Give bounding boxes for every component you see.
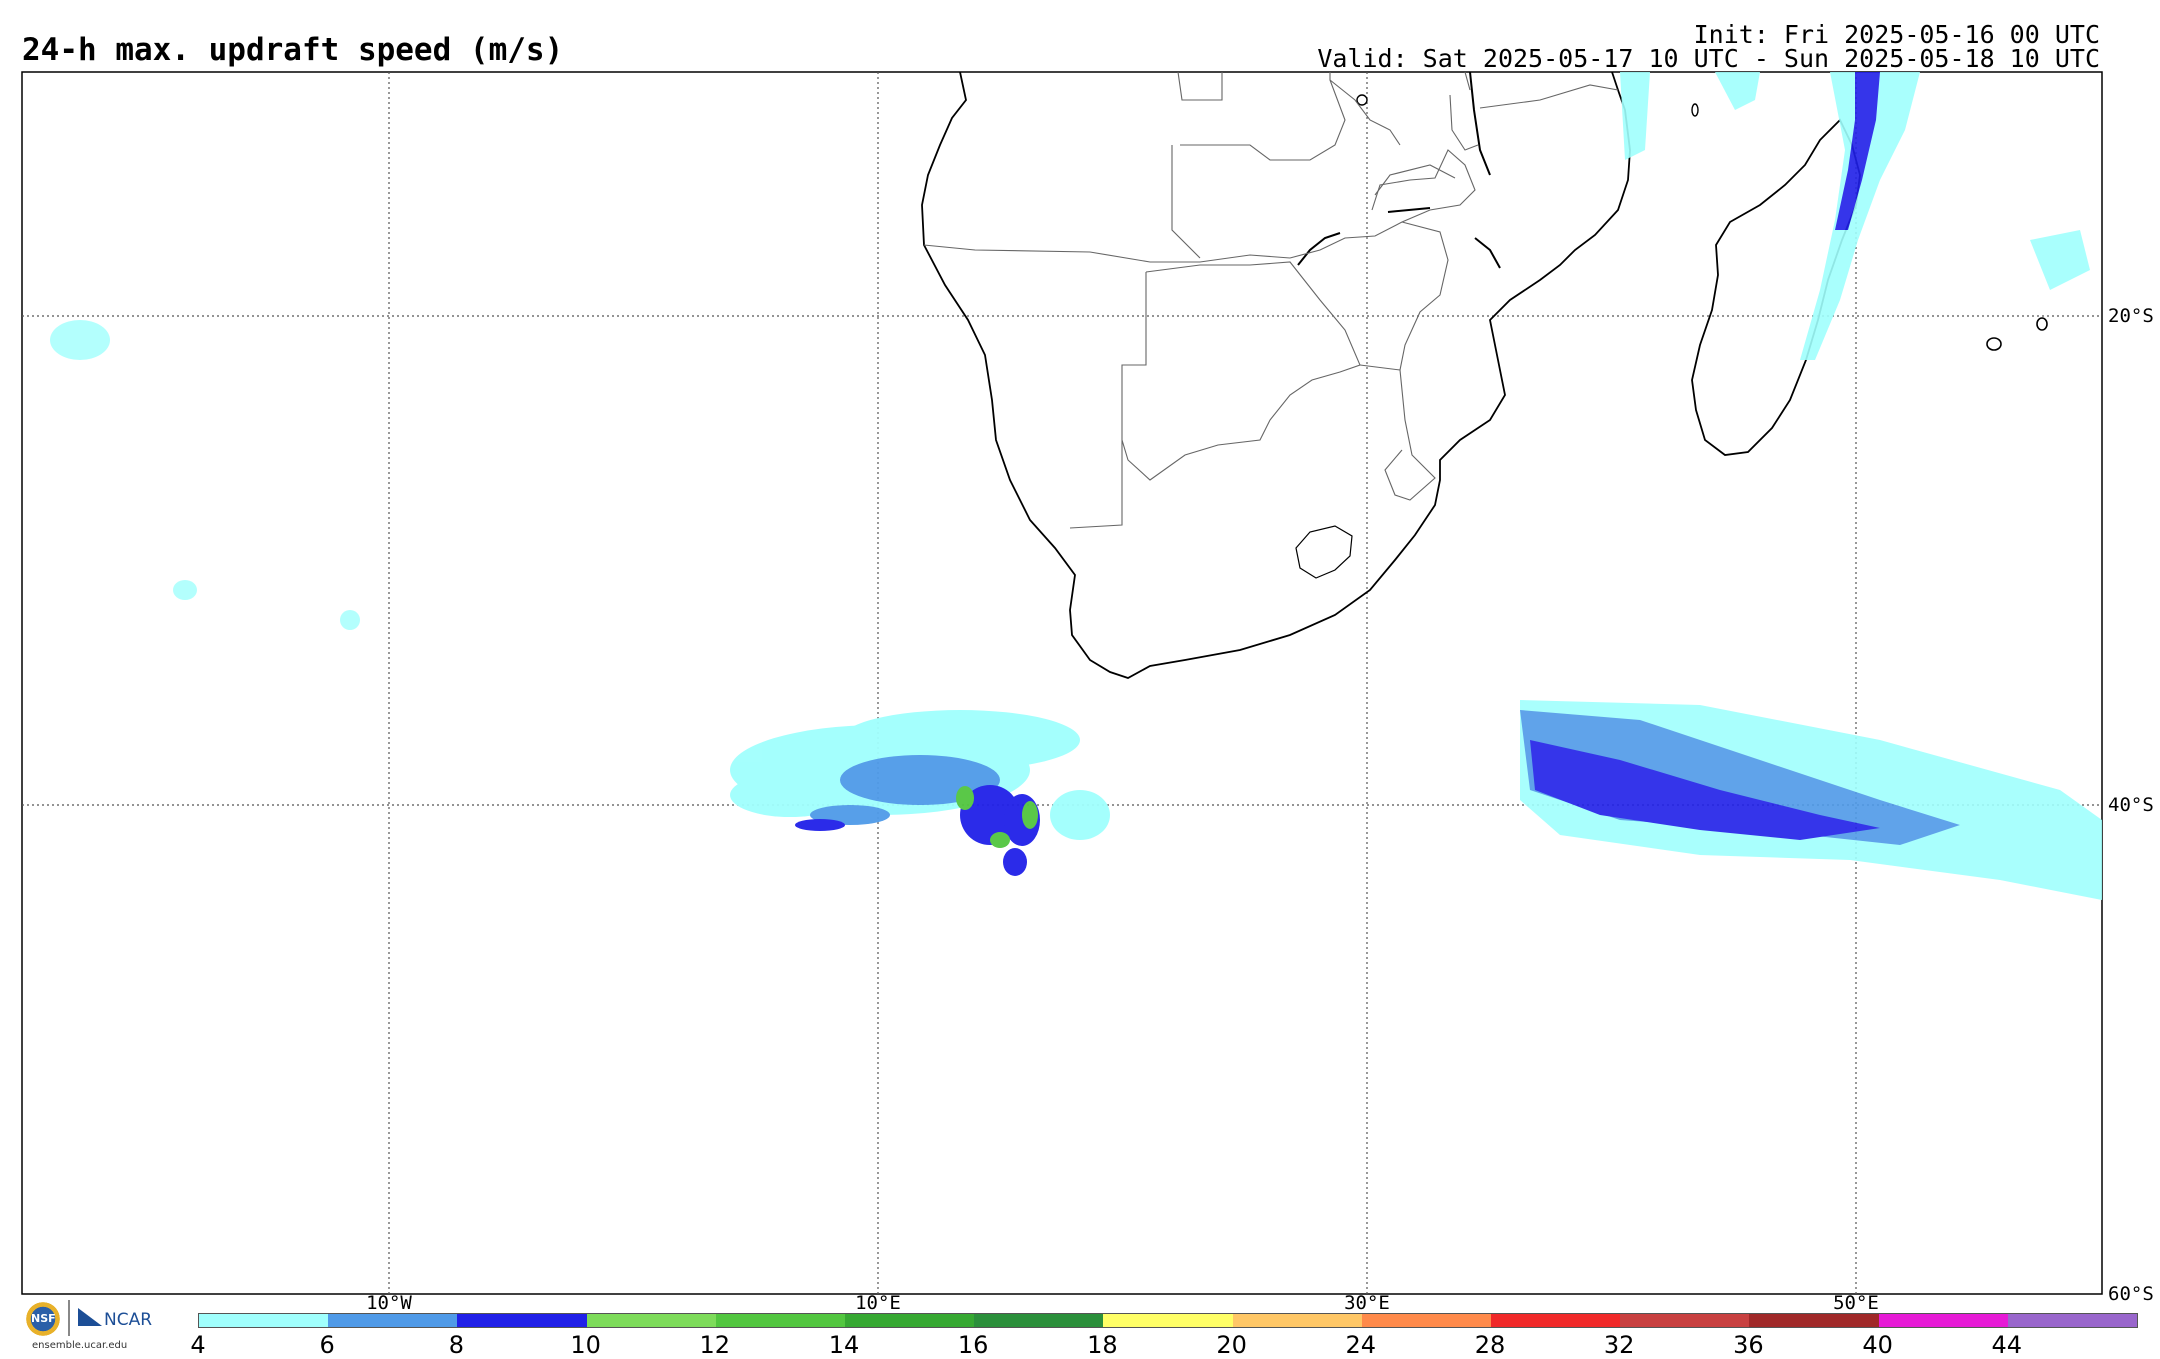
init-time: Init: Fri 2025-05-16 00 UTC [1693,20,2100,49]
colorbar-swatch [199,1314,329,1327]
colorbar-swatch [1103,1314,1233,1327]
island-comoros [1691,103,1699,117]
africa-coastline [921,71,1631,679]
lake-cahora [1387,207,1431,213]
map-frame [21,71,2103,1295]
colorbar-swatch [2007,1314,2138,1327]
colorbar-tick-label: 4 [190,1331,206,1359]
colorbar-tick-label: 44 [1991,1331,2023,1359]
island-reunion [1986,337,2002,351]
updraft-field-west [50,320,360,630]
mozambique-channel-coast [1474,237,1501,269]
lon-label-50e: 50°E [1833,1292,1879,1314]
updraft-field-central [730,710,1110,876]
lesotho-border [1295,525,1353,579]
lat-label-20s: 20°S [2108,305,2154,327]
colorbar-swatch [1878,1314,2008,1327]
colorbar-tick-label: 32 [1603,1331,1635,1359]
colorbar-tick-label: 18 [1087,1331,1118,1359]
colorbar-tick-label: 10 [570,1331,601,1359]
colorbar-swatch [845,1314,975,1327]
colorbar-swatch [974,1314,1104,1327]
colorbar-swatch [457,1314,587,1327]
colorbar-tick-label: 6 [319,1331,335,1359]
colorbar-swatch [1620,1314,1750,1327]
colorbar [198,1313,2138,1328]
colorbar-swatch [715,1314,846,1327]
colorbar-swatch [1361,1314,1492,1327]
colorbar-tick-label: 8 [448,1331,465,1359]
colorbar-tick-label: 28 [1474,1331,1506,1359]
ncar-logo-mark [78,1308,102,1326]
colorbar-tick-label: 40 [1862,1331,1893,1359]
lon-label-10e: 10°E [855,1292,901,1314]
colorbar-tick-label: 14 [828,1331,860,1359]
colorbar-tick-label: 16 [957,1331,989,1359]
nsf-logo-text: NSF [31,1312,56,1325]
lake-malawi-islands [1356,94,1368,106]
lake-kariba [1297,232,1341,266]
lat-label-40s: 40°S [2108,794,2154,816]
map-title: 24-h max. updraft speed (m/s) [22,32,564,68]
site-url: ensemble.ucar.edu [32,1340,128,1351]
colorbar-swatch [1232,1314,1362,1327]
lake-malawi [1469,71,1491,176]
updraft-field-madagascar [1620,72,2090,360]
ncar-logo-text: NCAR [104,1310,153,1330]
colorbar-tick-label: 20 [1216,1331,1247,1359]
valid-time: Valid: Sat 2025-05-17 10 UTC - Sun 2025-… [1317,44,2100,73]
updraft-field-east [1520,700,2102,900]
country-borders [923,71,1619,529]
colorbar-tick-label: 36 [1733,1331,1764,1359]
colorbar-tick-label: 24 [1345,1331,1377,1359]
lat-label-60s: 60°S [2108,1283,2154,1305]
colorbar-swatch [1491,1314,1621,1327]
logo-block: NSF NCAR ensemble.ucar.edu [24,1300,164,1354]
lon-label-10w: 10°W [366,1292,412,1314]
island-mauritius [2036,317,2048,331]
colorbar-swatch [586,1314,716,1327]
lon-label-30e: 30°E [1344,1292,1390,1314]
colorbar-tick-label: 12 [699,1331,731,1359]
colorbar-swatch [328,1314,458,1327]
logo-divider [68,1300,70,1336]
nsf-logo [24,1300,62,1338]
colorbar-swatch [1749,1314,1879,1327]
